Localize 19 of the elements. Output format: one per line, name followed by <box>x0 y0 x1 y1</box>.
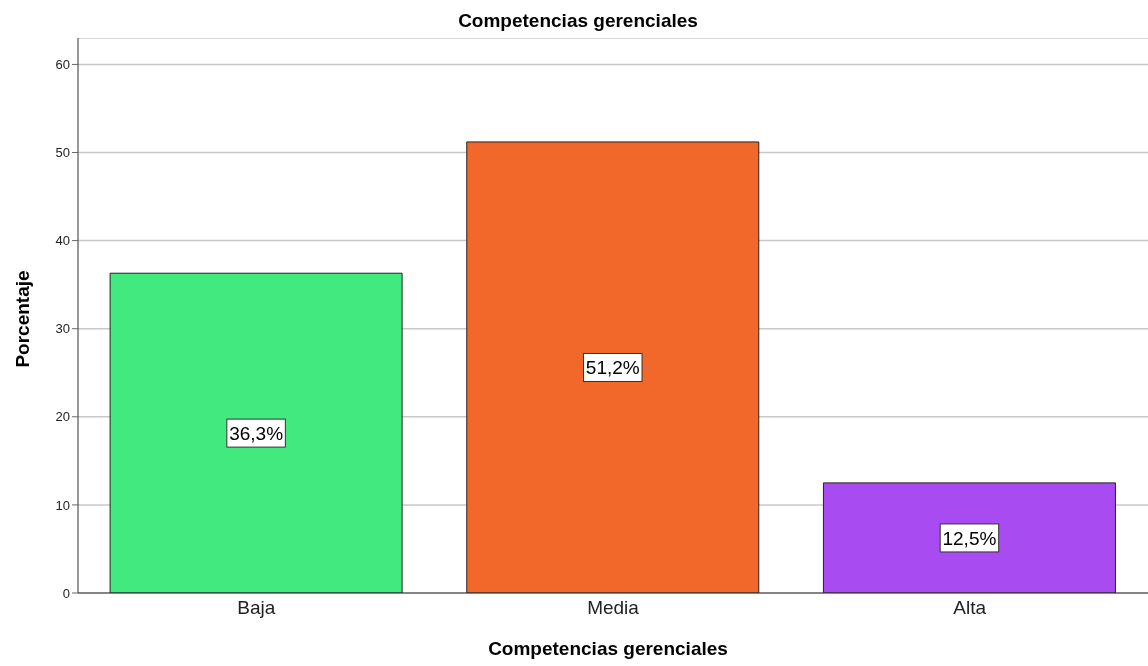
y-tick-label: 0 <box>62 585 70 601</box>
x-axis-title: Competencias gerenciales <box>487 638 729 660</box>
x-tick-label: Media <box>587 597 640 619</box>
y-axis-title: Porcentaje <box>12 269 34 370</box>
chart-title: Competencias gerenciales <box>457 10 699 32</box>
y-tick-label: 50 <box>55 145 70 161</box>
bar <box>109 272 403 593</box>
y-tick-label: 40 <box>55 233 70 249</box>
x-tick-label: Baja <box>237 597 276 619</box>
bar <box>466 141 760 593</box>
data-label: 36,3% <box>229 423 284 445</box>
data-label: 12,5% <box>942 527 997 549</box>
y-tick-label: 30 <box>55 321 70 337</box>
y-tick-label: 60 <box>55 57 70 73</box>
data-label: 51,2% <box>585 357 640 379</box>
y-tick-label: 10 <box>55 497 70 513</box>
y-tick-label: 20 <box>55 409 70 425</box>
bar <box>822 482 1116 593</box>
x-tick-label: Alta <box>953 597 987 619</box>
